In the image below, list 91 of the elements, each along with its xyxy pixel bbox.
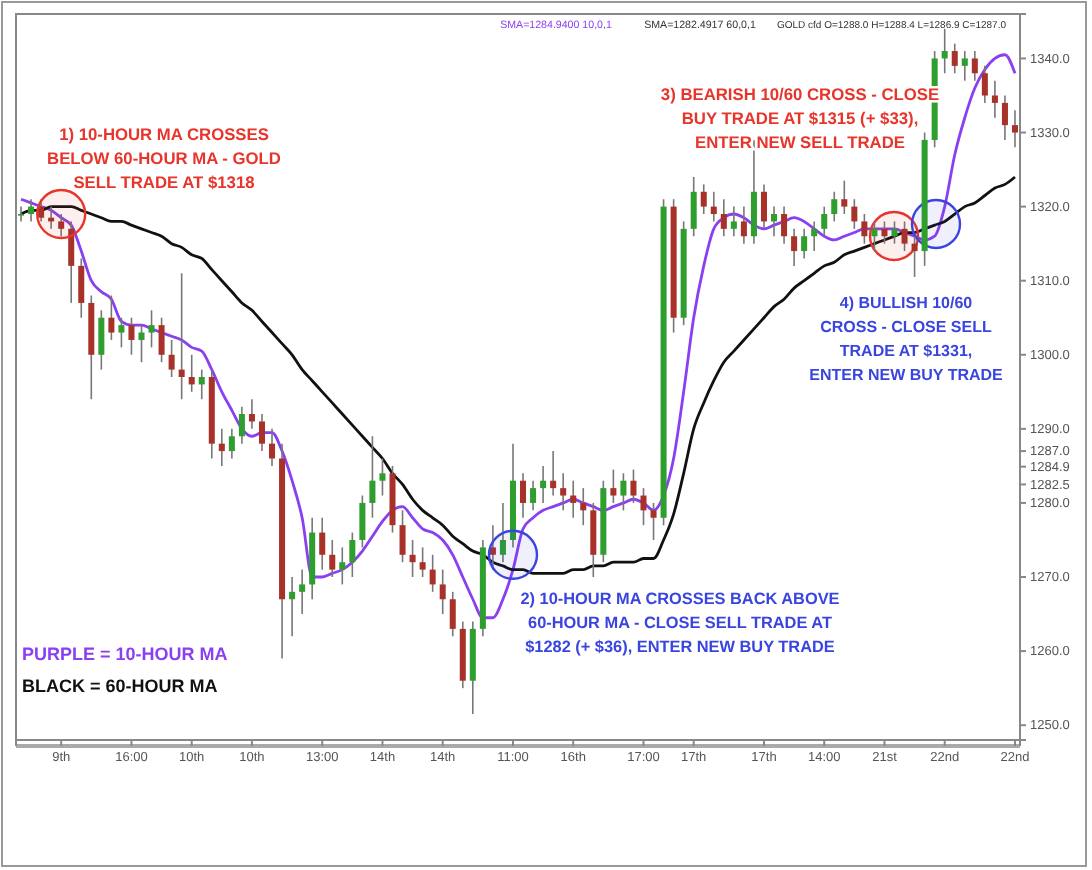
candlestick — [269, 428, 276, 467]
candlestick — [128, 316, 135, 356]
candlestick — [359, 494, 366, 549]
candlestick — [821, 205, 828, 238]
candlestick — [429, 554, 436, 593]
candlestick — [620, 472, 627, 512]
candlestick — [168, 339, 175, 378]
candlestick — [369, 435, 376, 519]
candlestick — [78, 257, 85, 319]
candlestick — [118, 316, 125, 349]
candlestick — [791, 228, 798, 267]
line-series — [19, 53, 1017, 620]
candlestick — [530, 479, 537, 512]
candlestick — [399, 509, 406, 563]
annotation: 1) 10-HOUR MA CROSSES BELOW 60-HOUR MA - GOLD SELL TRADE AT $1318 — [47, 124, 281, 192]
candlestick — [18, 205, 25, 223]
candlestick — [981, 65, 988, 104]
candlestick — [58, 213, 65, 238]
candlestick — [610, 468, 617, 504]
candlestick — [971, 50, 978, 82]
candlestick — [841, 179, 848, 215]
candlestick — [248, 398, 255, 430]
candlestick — [720, 198, 727, 238]
candlestick — [590, 502, 597, 578]
line-series — [19, 175, 1017, 575]
candlestick — [198, 368, 205, 401]
candlestick — [811, 220, 818, 252]
candlestick — [690, 176, 697, 238]
candlestick — [439, 568, 446, 615]
candlestick — [238, 405, 245, 445]
candlestick — [228, 428, 235, 460]
text: PURPLE = 10-HOUR MA — [22, 644, 229, 664]
candlestick — [1011, 109, 1018, 149]
candlestick — [419, 546, 426, 578]
candlestick — [991, 79, 998, 119]
candlestick — [289, 576, 296, 638]
candlestick — [379, 457, 386, 497]
candlestick — [550, 450, 557, 497]
candlestick — [630, 468, 637, 504]
candlestick — [108, 294, 115, 341]
candlestick — [520, 472, 527, 519]
candlestick — [68, 220, 75, 304]
candlestick — [258, 413, 265, 452]
candlestick — [871, 220, 878, 252]
candlestick — [891, 220, 898, 245]
candlestick — [319, 516, 326, 571]
candlestick — [861, 213, 868, 245]
candlestick — [329, 539, 336, 578]
candlestick — [409, 539, 416, 578]
candlestick — [218, 428, 225, 467]
candlestick — [730, 205, 737, 238]
candlestick — [188, 353, 195, 393]
candlestick — [951, 42, 958, 75]
annotation: 2) 10-HOUR MA CROSSES BACK ABOVE 60-HOUR MA - CLOSE SELL TRADE AT $1282 (+ $36), ENTER NEW BUY TRADE — [520, 590, 841, 656]
candlestick — [138, 324, 145, 363]
text: BLACK = 60-HOUR MA — [22, 676, 219, 696]
annotation: 4) BULLISH 10/60 CROSS - CLOSE SELL TRADE AT $1331, ENTER NEW BUY TRADE — [809, 294, 1005, 384]
candlestick — [801, 228, 808, 260]
candlestick — [1001, 94, 1008, 141]
candlestick — [710, 191, 717, 223]
candlestick — [38, 198, 45, 223]
candlestick — [831, 191, 838, 223]
candlestick — [349, 531, 356, 578]
candlestick — [570, 479, 577, 519]
candlestick — [640, 487, 647, 526]
candlestick — [449, 591, 456, 638]
candlestick — [700, 183, 707, 215]
candlestick — [158, 316, 165, 363]
candlestick — [851, 198, 858, 230]
candlestick — [489, 524, 496, 571]
candlestick — [740, 205, 747, 245]
candlestick — [580, 487, 587, 526]
candlestick — [881, 220, 888, 245]
candlestick — [339, 546, 346, 586]
candlestick — [750, 139, 757, 245]
candlestick — [560, 472, 567, 512]
candlestick — [98, 309, 105, 371]
candlestick — [911, 235, 918, 278]
candlestick — [941, 28, 948, 75]
candlestick — [28, 198, 35, 223]
candlestick — [901, 220, 908, 252]
candlestick — [499, 502, 506, 563]
candlestick — [299, 568, 306, 615]
candlestick — [540, 465, 547, 504]
candlestick — [178, 272, 185, 401]
candlestick — [771, 205, 778, 238]
candlestick — [760, 183, 767, 230]
candlestick — [781, 205, 788, 245]
candlestick — [961, 50, 968, 82]
candlestick — [650, 502, 657, 541]
candlestick — [148, 309, 155, 349]
